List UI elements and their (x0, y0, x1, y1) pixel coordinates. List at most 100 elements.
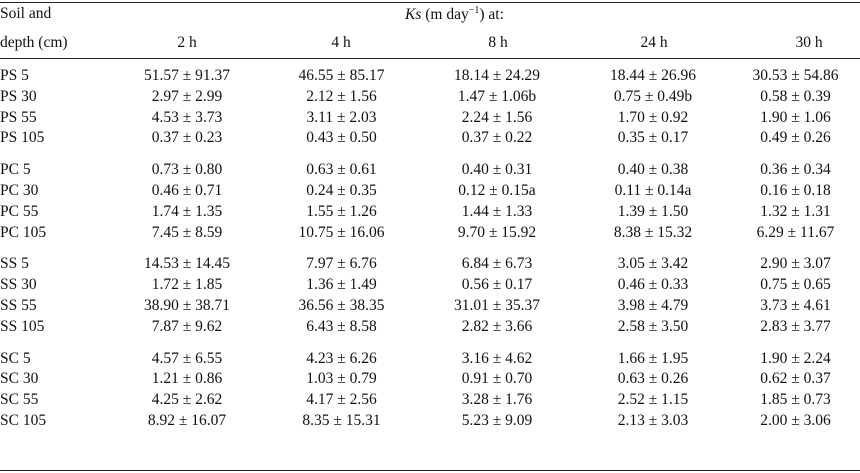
row-label: PS 5 (0, 67, 29, 84)
table-cell: 0.75 ± 0.49b (613, 87, 693, 105)
table-row: SC 105 8.92 ± 16.07 8.35 ± 15.31 5.23 ± 9.0… (0, 411, 860, 432)
table-cell: 4.25 ± 2.62 (151, 391, 223, 409)
data-table: PS 5 51.57 ± 91.37 46.55 ± 85.17 18.14 ± 24… (0, 66, 860, 432)
table-cell: 0.35 ± 0.17 (617, 129, 689, 147)
table-cell: 1.39 ± 1.50 (617, 202, 689, 220)
table-cell: 8.35 ± 15.31 (302, 411, 381, 429)
group-spacer (0, 338, 860, 349)
table-cell: 1.90 ± 1.06 (760, 108, 831, 126)
table-cell: 0.43 ± 0.50 (306, 129, 377, 147)
ks-unit-pre: (m day (421, 6, 469, 23)
table-cell: 1.44 ± 1.33 (461, 202, 533, 220)
table-cell: 18.14 ± 24.29 (453, 67, 540, 84)
table-cell: 31.01 ± 35.37 (453, 296, 540, 314)
table-cell: 2.97 ± 2.99 (151, 87, 223, 105)
table-cell: 1.70 ± 0.92 (617, 108, 689, 126)
table-cell: 1.90 ± 2.24 (760, 349, 831, 367)
table-cell: 0.11 ± 0.14a (614, 181, 692, 199)
table-cell: 2.83 ± 3.77 (760, 317, 831, 335)
table-row: PC 105 7.45 ± 8.59 10.75 ± 16.06 9.70 ± 15.… (0, 223, 860, 244)
table-cell: 0.37 ± 0.22 (461, 129, 533, 147)
table-cell: 6.29 ± 11.67 (756, 223, 835, 241)
table-row: PS 55 4.53 ± 3.73 3.11 ± 2.03 2.24 ± 1.56 1.… (0, 108, 860, 129)
table-cell: 2.52 ± 1.15 (617, 391, 689, 409)
table-cell: 30.53 ± 54.86 (752, 67, 839, 84)
table-cell: 18.44 ± 26.96 (609, 67, 696, 84)
table-cell: 8.38 ± 15.32 (613, 223, 693, 241)
table-cell: 0.40 ± 0.38 (617, 161, 689, 179)
table-cell: 6.43 ± 8.58 (306, 317, 377, 335)
row-label: PS 55 (0, 108, 37, 126)
ks-symbol: Ks (405, 6, 422, 23)
table-cell: 4.17 ± 2.56 (306, 391, 377, 409)
table-cell: 9.70 ± 15.92 (457, 223, 537, 241)
table-cell: 4.23 ± 6.26 (306, 349, 377, 367)
table-cell: 3.16 ± 4.62 (461, 349, 533, 367)
row-label: PC 105 (0, 223, 47, 241)
row-label: SS 30 (0, 276, 37, 294)
group-spacer-cell (0, 243, 860, 254)
table-cell: 3.73 ± 4.61 (760, 296, 831, 314)
column-header-30h: 30 h (795, 34, 823, 51)
table-cell: 3.28 ± 1.76 (461, 391, 533, 409)
row-label: SS 55 (0, 296, 37, 314)
table-cell: 36.56 ± 38.35 (298, 296, 385, 314)
table-cell: 7.97 ± 6.76 (306, 255, 377, 273)
table-row: SC 30 1.21 ± 0.86 1.03 ± 0.79 0.91 ± 0.70 0.… (0, 369, 860, 390)
table-row: PC 5 0.73 ± 0.80 0.63 ± 0.61 0.40 ± 0.31 0.4… (0, 160, 860, 181)
table-cell: 0.37 ± 0.23 (151, 129, 223, 147)
table-cell: 0.49 ± 0.26 (760, 129, 831, 147)
table-cell: 3.11 ± 2.03 (306, 108, 377, 126)
row-label: SC 55 (0, 391, 39, 409)
bottom-rule (0, 470, 860, 472)
column-header-4h: 4 h (331, 34, 351, 51)
table-cell: 0.73 ± 0.80 (151, 161, 223, 179)
table-row: SS 55 38.90 ± 38.71 36.56 ± 38.35 31.01 ± 3… (0, 296, 860, 317)
table-cell: 1.47 ± 1.06b (457, 87, 537, 105)
soil-header-line1: Soil and (0, 5, 52, 22)
table-cell: 1.74 ± 1.35 (151, 202, 223, 220)
ks-unit-post: ) at: (479, 6, 504, 23)
group-spacer-cell (0, 338, 860, 349)
table-row: PC 55 1.74 ± 1.35 1.55 ± 1.26 1.44 ± 1.33 1.… (0, 202, 860, 223)
table-cell: 1.55 ± 1.26 (306, 202, 377, 220)
table-row: SS 30 1.72 ± 1.85 1.36 ± 1.49 0.56 ± 0.17 0.… (0, 275, 860, 296)
table-cell: 7.87 ± 9.62 (151, 317, 223, 335)
row-label: PC 5 (0, 161, 31, 179)
table-row: SC 5 4.57 ± 6.55 4.23 ± 6.26 3.16 ± 4.62 1.6… (0, 349, 860, 370)
table-cell: 1.72 ± 1.85 (151, 276, 223, 294)
table-row: SC 55 4.25 ± 2.62 4.17 ± 2.56 3.28 ± 1.76 2.… (0, 390, 860, 411)
table-cell: 4.57 ± 6.55 (151, 349, 223, 367)
table-cell: 1.36 ± 1.49 (306, 276, 377, 294)
table-cell: 0.56 ± 0.17 (461, 276, 533, 294)
row-label: PC 55 (0, 202, 39, 220)
table-cell: 2.58 ± 3.50 (617, 317, 689, 335)
table-cell: 2.00 ± 3.06 (760, 411, 831, 429)
table-row: SS 5 14.53 ± 14.45 7.97 ± 6.76 6.84 ± 6.73 3… (0, 254, 860, 275)
row-label: SC 5 (0, 349, 31, 367)
table-cell: 0.16 ± 0.18 (760, 181, 831, 199)
table-cell: 0.58 ± 0.39 (760, 87, 831, 105)
ks-header: Ks (m day−1) at: (405, 5, 504, 24)
table-cell: 0.75 ± 0.65 (760, 276, 831, 294)
table-cell: 6.84 ± 6.73 (461, 255, 533, 273)
table-cell: 0.62 ± 0.37 (760, 370, 831, 388)
table-cell: 3.98 ± 4.79 (617, 296, 689, 314)
table-cell: 7.45 ± 8.59 (151, 223, 223, 241)
table-cell: 2.24 ± 1.56 (461, 108, 533, 126)
table-row: PS 5 51.57 ± 91.37 46.55 ± 85.17 18.14 ± 24… (0, 66, 860, 87)
table-cell: 5.23 ± 9.09 (461, 411, 533, 429)
table-cell: 0.46 ± 0.71 (151, 181, 223, 199)
row-label: SS 105 (0, 317, 45, 335)
table-cell: 0.24 ± 0.35 (306, 181, 377, 199)
group-spacer-cell (0, 149, 860, 160)
column-header-24h: 24 h (640, 34, 668, 51)
soil-header-line2: depth (cm) (0, 34, 68, 51)
table-row: PS 105 0.37 ± 0.23 0.43 ± 0.50 0.37 ± 0.22 0… (0, 128, 860, 149)
table-cell: 8.92 ± 16.07 (147, 411, 227, 429)
table-cell: 14.53 ± 14.45 (143, 255, 230, 273)
table-cell: 1.66 ± 1.95 (617, 349, 689, 367)
group-spacer (0, 149, 860, 160)
table-cell: 0.91 ± 0.70 (461, 370, 533, 388)
ks-exponent: −1 (468, 5, 480, 16)
